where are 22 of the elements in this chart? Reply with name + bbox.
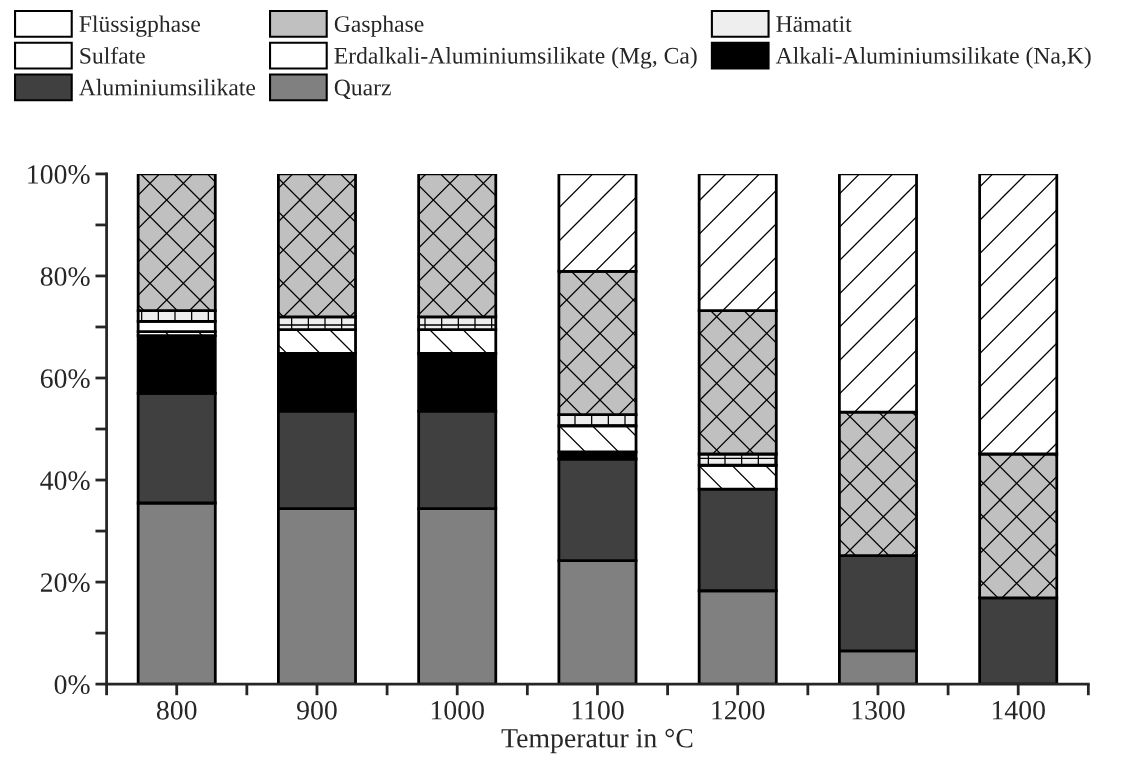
x-tick-label: 1400	[992, 700, 1045, 720]
y-tick-label: 60%	[40, 369, 90, 388]
legend-label: Aluminiumsilikate	[79, 78, 256, 96]
legend-label: Hämatit	[776, 16, 852, 32]
legend-label: Flüssigphase	[79, 15, 200, 37]
legend-label: Erdalkali-Aluminiumsilikate (Mg, Ca)	[334, 47, 697, 69]
legend-label: Quarz	[334, 79, 391, 100]
x-tick-label: 1300	[852, 700, 905, 720]
x-tick-label: 900	[297, 700, 337, 720]
x-tick-label: 1200	[712, 700, 765, 720]
y-tick-label: 40%	[40, 471, 90, 491]
x-tick-label: 1100	[572, 700, 624, 720]
y-tick-label: 80%	[40, 267, 90, 286]
x-tick-label: 1000	[431, 700, 484, 720]
y-tick-label: 100%	[28, 165, 90, 184]
legend-label: Gasphase	[334, 15, 424, 37]
legend-label: Alkali-Aluminiumsilikate (Na,K)	[775, 47, 1091, 69]
y-tick-label: 20%	[40, 573, 90, 593]
x-axis-title: Temperatur in °C	[501, 728, 693, 754]
legend-label: Sulfate	[80, 46, 145, 64]
y-tick-label: 0%	[54, 675, 90, 695]
x-tick-label: 800	[156, 700, 197, 720]
